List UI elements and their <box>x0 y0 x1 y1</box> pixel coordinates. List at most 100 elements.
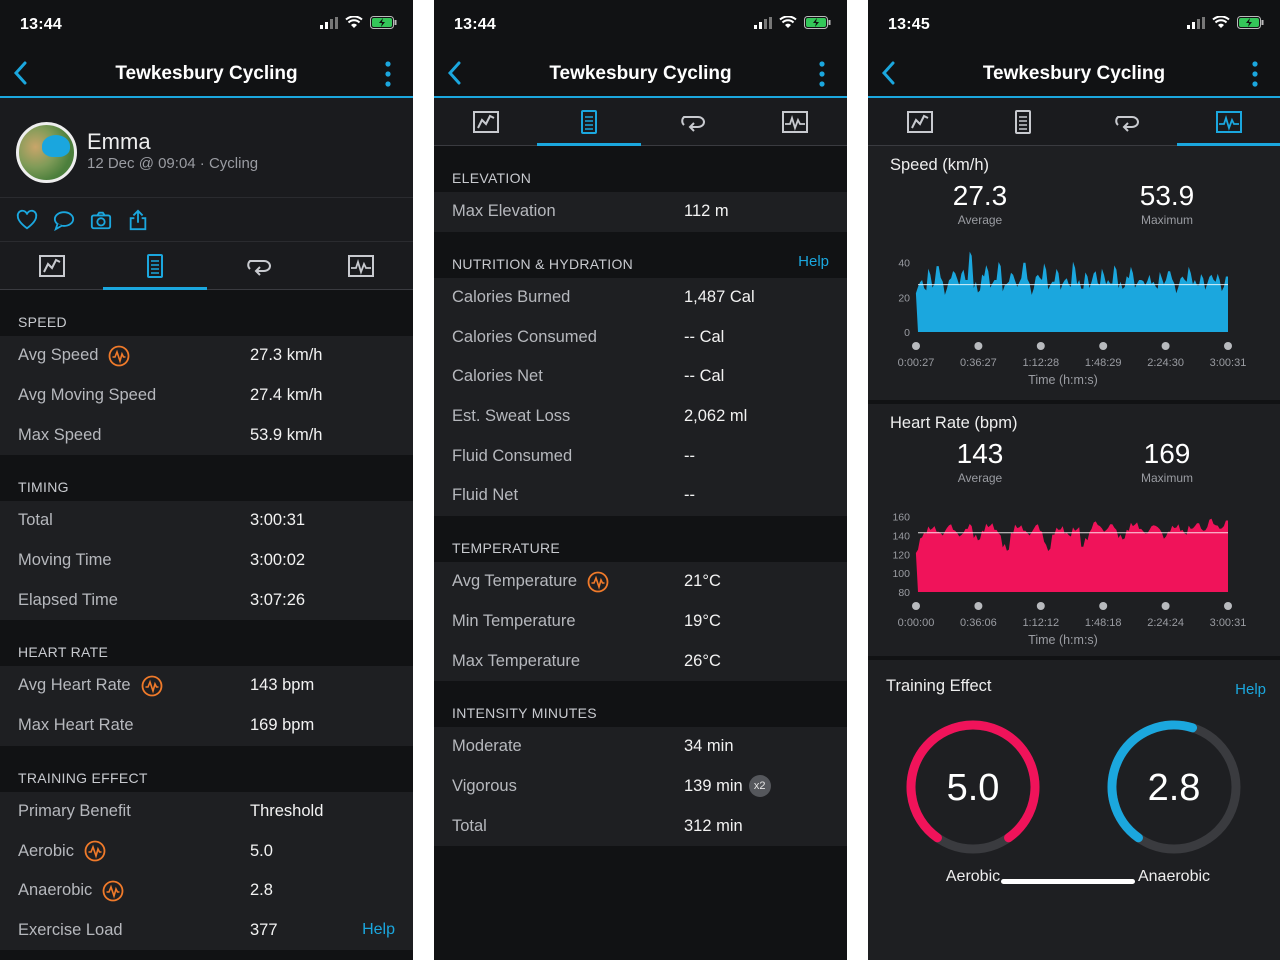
stat-row: Max Heart Rate 169 bpm <box>0 706 413 746</box>
training-metric-icon[interactable] <box>108 345 130 367</box>
wifi-icon <box>779 16 797 28</box>
kebab-menu-icon[interactable] <box>383 60 393 88</box>
x-tick-dot[interactable] <box>1036 602 1045 610</box>
x-tick-dot[interactable] <box>1161 342 1170 350</box>
stat-row: Aerobic 5.0 <box>0 831 413 871</box>
x-tick-dot[interactable] <box>1099 342 1108 350</box>
section-rows: Max Elevation 112 m <box>434 192 847 232</box>
tab-map[interactable] <box>868 98 971 145</box>
wifi-icon <box>1212 16 1230 28</box>
status-bar: 13:45 <box>868 0 1280 50</box>
tab-laps[interactable] <box>207 242 310 289</box>
chevron-left-icon[interactable] <box>10 60 32 86</box>
stat-value: 143 bpm <box>250 676 315 695</box>
tab-stats[interactable] <box>537 98 641 146</box>
x-tick-dot[interactable] <box>1224 342 1232 350</box>
stat-row: Calories Net -- Cal <box>434 357 847 397</box>
section-header: TIMING <box>0 455 413 502</box>
stat-row: Avg Temperature 21°C <box>434 562 847 602</box>
x-tick-dot[interactable] <box>1161 602 1170 610</box>
x-tick-dot[interactable] <box>1099 602 1108 610</box>
stat-row: Calories Burned 1,487 Cal <box>434 278 847 318</box>
stat-value: -- Cal <box>684 367 725 386</box>
x-tick-label: 0:00:00 <box>898 617 935 629</box>
stat-label-group: Min Temperature <box>452 612 576 631</box>
tab-laps[interactable] <box>1074 98 1177 145</box>
tab-charts[interactable] <box>310 242 413 289</box>
stat-row: Max Speed 53.9 km/h <box>0 415 413 455</box>
x-tick-label: 1:48:18 <box>1085 617 1122 629</box>
training-metric-icon[interactable] <box>102 880 124 902</box>
activity-title: Tewkesbury Cycling <box>982 63 1166 84</box>
stat-value: 377 <box>250 920 278 939</box>
stats-icon <box>146 253 163 278</box>
anaerobic-gauge-value: 2.8 <box>1148 767 1201 809</box>
stat-label-group: Max Heart Rate <box>18 716 134 735</box>
section-header-label: NUTRITION & HYDRATION <box>452 255 634 272</box>
x-tick-dot[interactable] <box>1224 602 1232 610</box>
row-help-link[interactable]: Help <box>362 921 395 939</box>
camera-icon[interactable] <box>90 209 112 231</box>
stat-label-group: Anaerobic <box>18 880 124 902</box>
heart-rate-chart-title: Heart Rate (bpm) <box>890 414 1018 432</box>
training-metric-icon[interactable] <box>587 571 609 593</box>
training-metric-icon[interactable] <box>84 840 106 862</box>
heart-rate-chart[interactable]: 80 100 120 140 160 0:00:00 0:36:06 1:12:12 1:48:… <box>868 404 1280 656</box>
x-axis-label: Time (h:m:s) <box>1028 373 1098 387</box>
training-effect-help-link[interactable]: Help <box>1235 681 1266 698</box>
anaerobic-gauge-label: Anaerobic <box>1137 868 1211 885</box>
speed-average-label: Average <box>957 213 1003 227</box>
home-indicator[interactable] <box>1001 879 1135 884</box>
charts-icon <box>1215 110 1242 133</box>
speed-maximum-stat: 53.9 Maximum <box>1107 180 1227 227</box>
section-header: SPEED <box>0 290 413 336</box>
tab-stats[interactable] <box>103 242 207 290</box>
y-tick-label: 140 <box>892 531 910 543</box>
status-icons <box>320 16 397 29</box>
tab-laps[interactable] <box>641 98 744 145</box>
avatar[interactable] <box>16 122 77 183</box>
training-metric-icon[interactable] <box>141 675 163 697</box>
stat-value-group: 377 <box>250 921 278 940</box>
stat-value-group: 2,062 ml <box>684 407 747 426</box>
x-tick-dot[interactable] <box>912 602 920 610</box>
stat-label: Fluid Consumed <box>452 446 573 465</box>
wifi-icon <box>345 16 363 28</box>
section-header-label: TEMPERATURE <box>452 539 561 556</box>
activity-title: Tewkesbury Cycling <box>549 63 732 84</box>
stat-label: Max Elevation <box>452 202 556 221</box>
section-header-label: INTENSITY MINUTES <box>452 704 597 721</box>
kebab-menu-icon[interactable] <box>1250 60 1260 88</box>
share-icon[interactable] <box>127 209 149 231</box>
stat-label-group: Fluid Consumed <box>452 447 572 466</box>
stat-value: -- <box>684 446 695 465</box>
stat-label-group: Moderate <box>452 737 522 756</box>
stat-value: 3:07:26 <box>250 590 306 609</box>
stat-label: Avg Temperature <box>452 572 578 591</box>
stat-value-group: 143 bpm <box>250 676 314 695</box>
comment-icon[interactable] <box>53 209 75 231</box>
chevron-left-icon[interactable] <box>444 60 466 86</box>
stat-value: 139 min <box>684 776 743 795</box>
x-tick-dot[interactable] <box>974 602 983 610</box>
heart-icon[interactable] <box>16 209 38 231</box>
x-tick-dot[interactable] <box>912 342 920 350</box>
tab-charts[interactable] <box>744 98 847 145</box>
tab-stats[interactable] <box>971 98 1074 145</box>
activity-charts-panel: 13:45 Tewkesbury Cycling Speed (km/h) 27… <box>868 0 1280 960</box>
stat-label: Exercise Load <box>18 920 123 939</box>
section-header: TRAINING EFFECT <box>0 745 413 792</box>
stats-icon <box>580 109 597 134</box>
stat-label: Aerobic <box>18 841 74 860</box>
stat-value-group: -- Cal <box>684 328 724 347</box>
x-tick-dot[interactable] <box>1036 342 1045 350</box>
tab-charts[interactable] <box>1177 98 1280 146</box>
speed-chart[interactable]: 0 20 40 0:00:27 0:36:27 1:12:28 1:48:29 2:24:30… <box>868 146 1280 400</box>
x-tick-dot[interactable] <box>974 342 983 350</box>
tab-map[interactable] <box>0 242 103 289</box>
stat-label-group: Aerobic <box>18 840 106 862</box>
section-help-link[interactable]: Help <box>798 252 829 270</box>
kebab-menu-icon[interactable] <box>817 60 827 88</box>
tab-map[interactable] <box>434 98 537 145</box>
chevron-left-icon[interactable] <box>878 60 900 86</box>
